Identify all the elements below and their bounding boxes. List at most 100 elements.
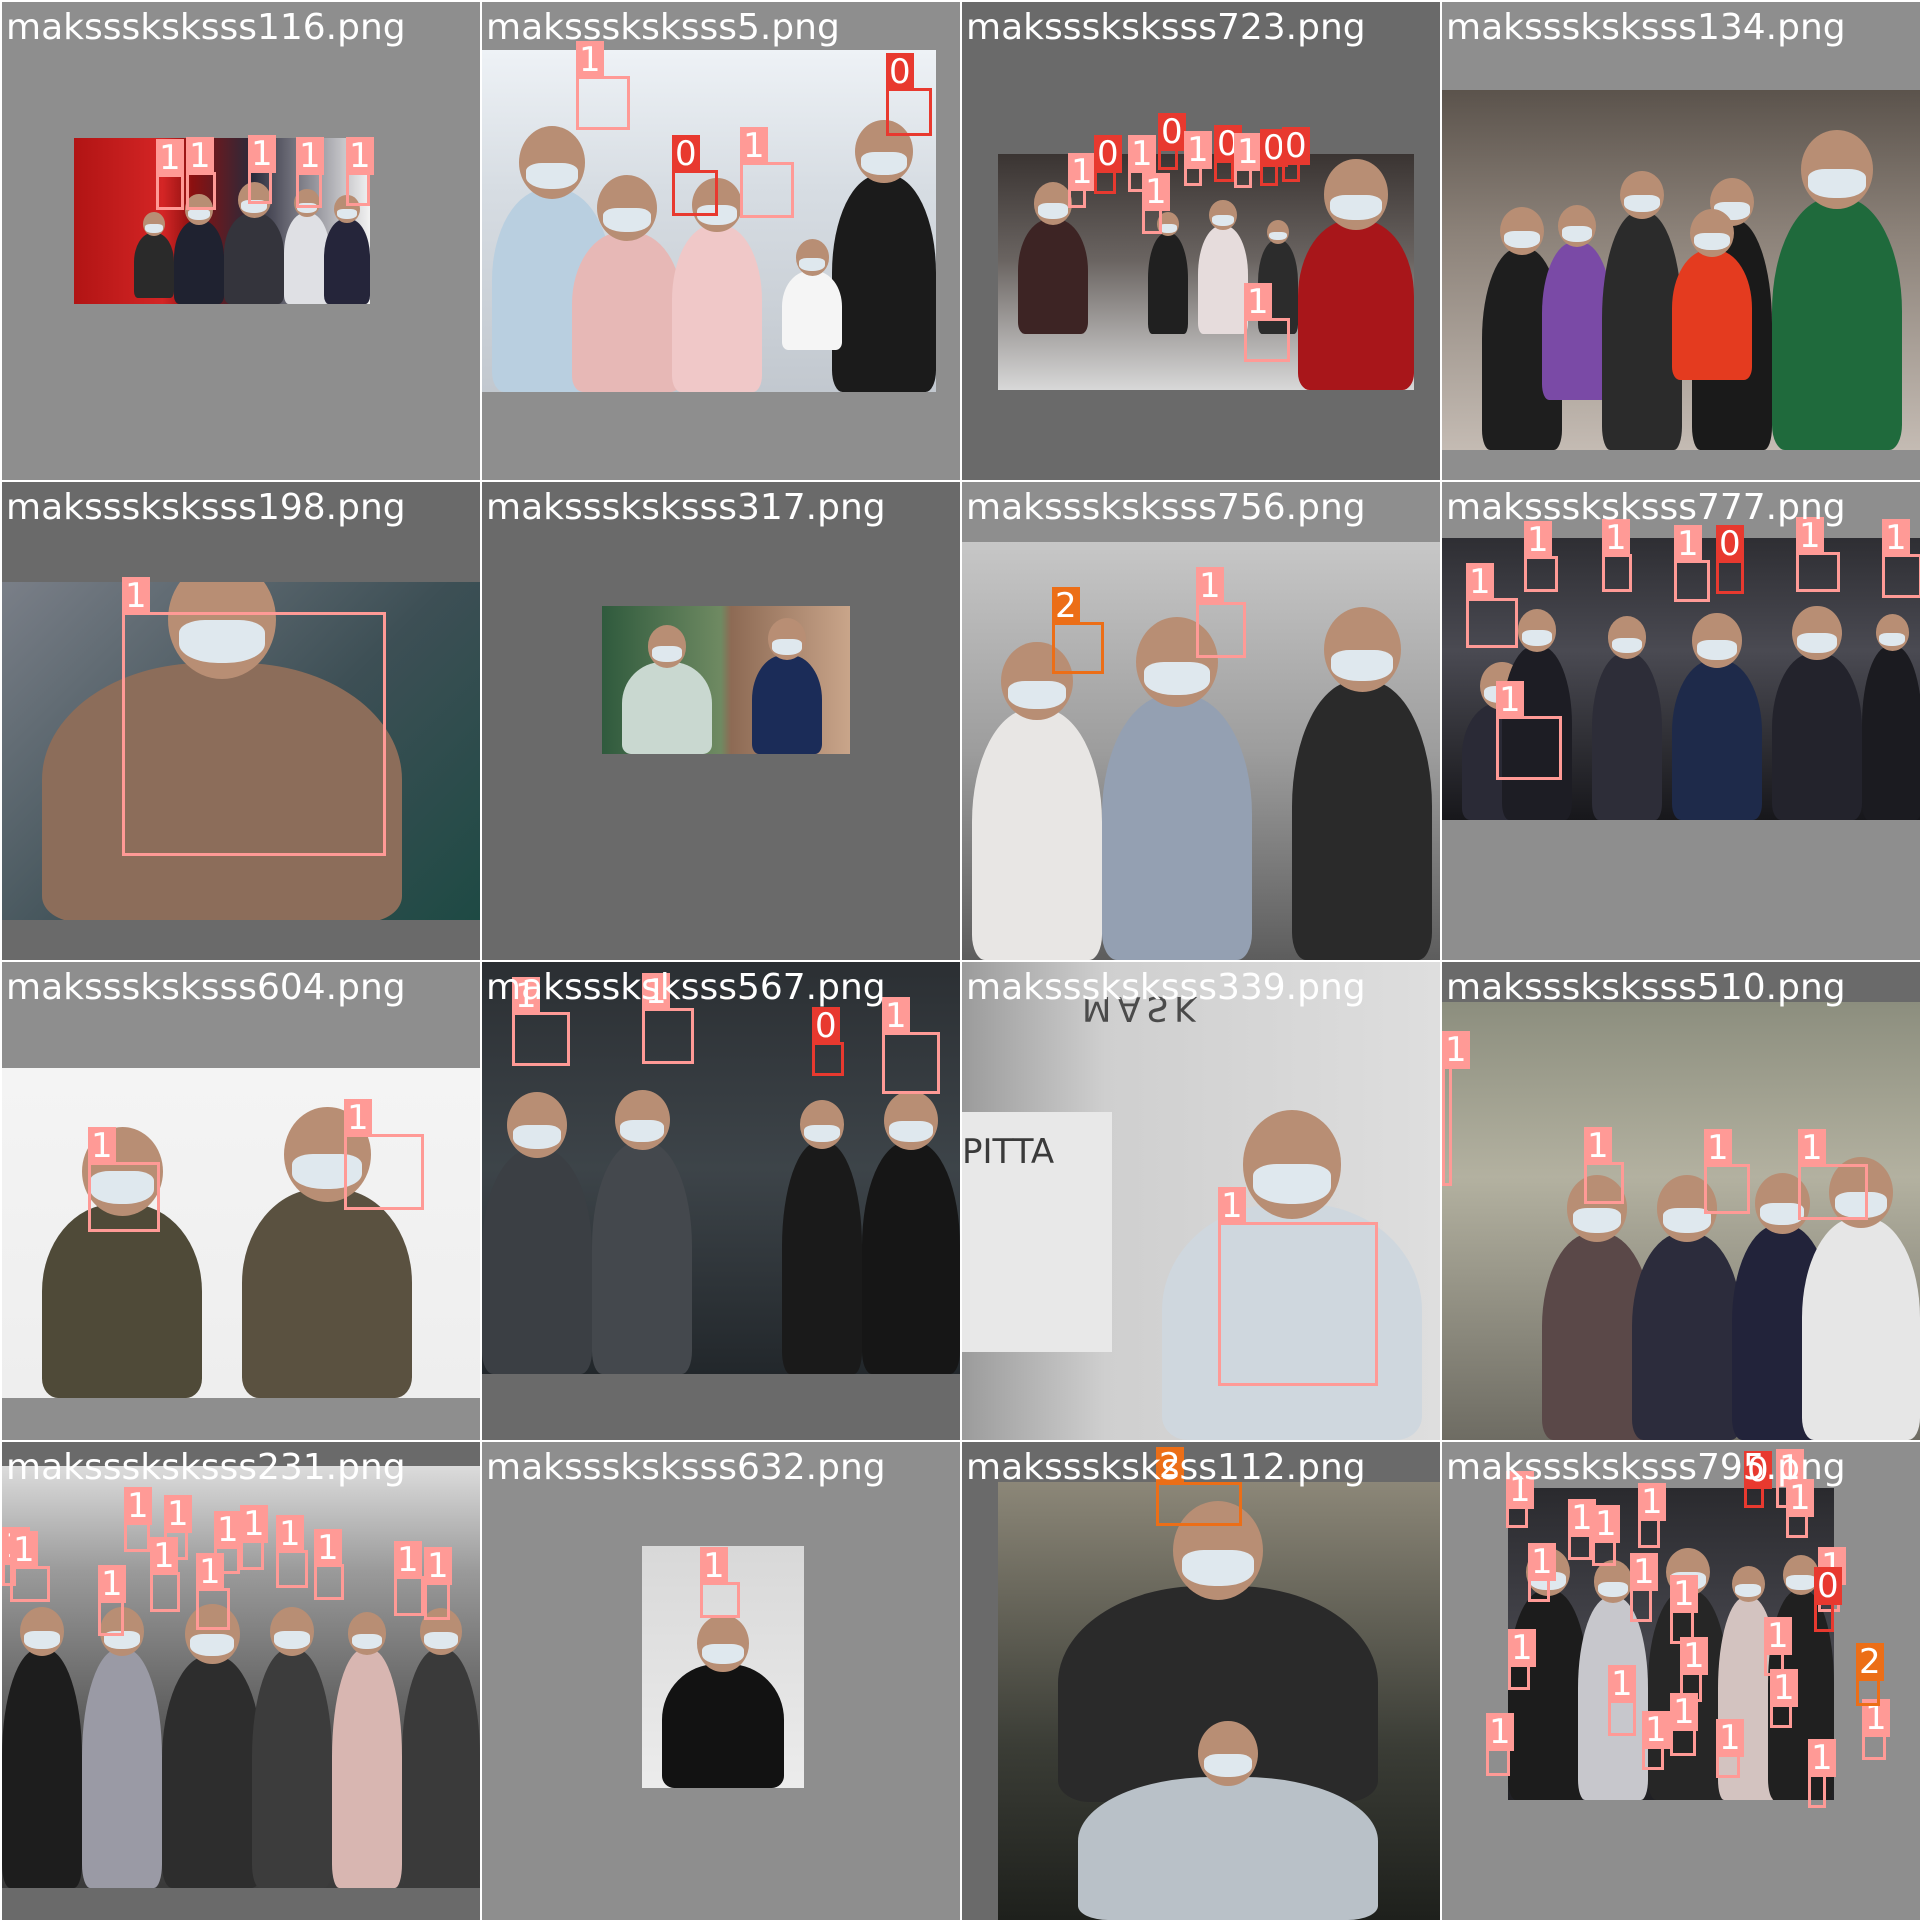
- image-tile: 1 1 0 1 maksssksksss567.png: [482, 962, 960, 1440]
- image-tile: 1 maksssksksss198.png: [2, 482, 480, 960]
- class-label: 1: [424, 1547, 452, 1585]
- class-label: 2: [1156, 1447, 1184, 1485]
- detection-box: 1: [1524, 521, 1558, 592]
- photo: [74, 138, 370, 304]
- class-label: 1: [394, 1541, 422, 1579]
- photo: [2, 1466, 480, 1888]
- class-label: 1: [1674, 525, 1702, 563]
- person-figure: [622, 661, 712, 754]
- class-label: 1: [1528, 1543, 1556, 1581]
- class-label: 1: [1196, 567, 1224, 605]
- class-label: 0: [672, 135, 700, 173]
- face-mask: [89, 1171, 155, 1204]
- detection-box: 1: [1862, 1699, 1890, 1760]
- face-mask: [1561, 226, 1593, 242]
- filename-label: maksssksksss317.png: [486, 487, 886, 528]
- person-figure: [1772, 198, 1902, 450]
- person-figure: [1508, 1589, 1588, 1800]
- class-label: 2: [1052, 587, 1080, 625]
- image-tile: 1 1 1 1 maksssksksss510.png: [1442, 962, 1920, 1440]
- person-figure: [832, 174, 936, 392]
- face-mask: [1662, 1208, 1712, 1233]
- face-mask: [1624, 194, 1660, 213]
- detection-box: 1: [88, 1127, 160, 1232]
- person-figure: [572, 232, 682, 392]
- class-label: 1: [1764, 1617, 1792, 1655]
- class-label: 1: [1442, 1031, 1470, 1069]
- detection-box: 1: [1786, 1479, 1814, 1538]
- face-mask: [798, 257, 826, 271]
- class-label: 1: [1882, 519, 1910, 557]
- face-mask: [351, 1633, 383, 1649]
- class-label: 1: [1704, 1129, 1732, 1167]
- person-figure: [252, 1648, 332, 1888]
- class-label: 1: [346, 137, 374, 175]
- face-mask: [336, 208, 358, 220]
- photo: [2, 582, 480, 920]
- class-label: 1: [156, 139, 184, 177]
- face-mask: [1521, 630, 1553, 646]
- filename-label: maksssksksss795.png: [1446, 1447, 1846, 1488]
- detection-box: 1: [512, 977, 570, 1066]
- photo: [642, 1546, 804, 1788]
- person-figure: [284, 213, 330, 304]
- face-mask: [1734, 1583, 1762, 1597]
- class-label: 1: [1184, 131, 1212, 169]
- image-tile: 1 maksssksksss632.png: [482, 1442, 960, 1920]
- person-figure: [862, 1142, 960, 1374]
- class-label: 1: [186, 137, 214, 175]
- person-figure: [1298, 220, 1414, 390]
- class-label: 1: [1466, 563, 1494, 601]
- class-label: 1: [344, 1099, 372, 1137]
- face-mask: [1572, 1208, 1622, 1233]
- class-label: 1: [1786, 1479, 1814, 1517]
- detection-box: 1: [150, 1537, 180, 1612]
- detection-box: 1: [1680, 1637, 1708, 1702]
- detection-box: 1: [1486, 1713, 1514, 1776]
- detection-box: 1: [296, 137, 324, 208]
- class-label: 1: [1642, 1711, 1670, 1749]
- filename-label: maksssksksss339.png: [966, 967, 1366, 1008]
- detection-box: 0: [1260, 129, 1288, 186]
- detection-box: 2: [1156, 1447, 1242, 1526]
- class-label: 1: [214, 1511, 242, 1549]
- person-figure: [324, 219, 370, 304]
- person-figure: [1542, 241, 1612, 400]
- class-label: 1: [1244, 283, 1272, 321]
- detection-box: 1: [314, 1529, 344, 1600]
- person-figure: [1672, 660, 1762, 820]
- detection-box: 1: [1592, 1505, 1620, 1566]
- detection-box: 1: [1808, 1739, 1836, 1808]
- filename-label: maksssksksss231.png: [6, 1447, 406, 1488]
- class-label: 1: [1142, 173, 1170, 211]
- face-mask: [1144, 662, 1210, 696]
- class-label: 1: [1796, 517, 1824, 555]
- image-tile: maksssksksss134.png: [1442, 2, 1920, 480]
- class-label: 1: [150, 1537, 178, 1575]
- class-label: 0: [1282, 127, 1310, 165]
- detection-box: 1: [1630, 1553, 1658, 1622]
- detection-box: 1: [1716, 1719, 1744, 1778]
- filename-label: maksssksksss134.png: [1446, 7, 1846, 48]
- person-figure: [1198, 226, 1248, 334]
- person-figure: [1592, 652, 1662, 820]
- face-mask: [296, 203, 318, 214]
- person-figure: [1862, 645, 1920, 820]
- class-label: 0: [812, 1007, 840, 1045]
- face-mask: [188, 209, 210, 221]
- person-figure: [1018, 218, 1088, 334]
- class-label: 1: [1218, 1187, 1246, 1225]
- face-mask: [1878, 632, 1906, 646]
- face-mask: [1504, 230, 1540, 249]
- detection-box: 1: [346, 137, 374, 206]
- face-mask: [1252, 1164, 1332, 1204]
- person-figure: [134, 233, 174, 298]
- class-label: 1: [512, 977, 540, 1015]
- detection-box: 1: [1674, 525, 1710, 602]
- detection-box: 1: [1506, 1471, 1534, 1528]
- image-tile: 1 0 1 0 1 0 1 0 0 1 1 maksssksksss723.png: [962, 2, 1440, 480]
- image-tile: 1 1 maksssksksss604.png: [2, 962, 480, 1440]
- person-figure: [42, 662, 402, 920]
- face-mask: [274, 1631, 310, 1649]
- image-tile: 1 1 1 1 0 1 1 1 maksssksksss777.png: [1442, 482, 1920, 960]
